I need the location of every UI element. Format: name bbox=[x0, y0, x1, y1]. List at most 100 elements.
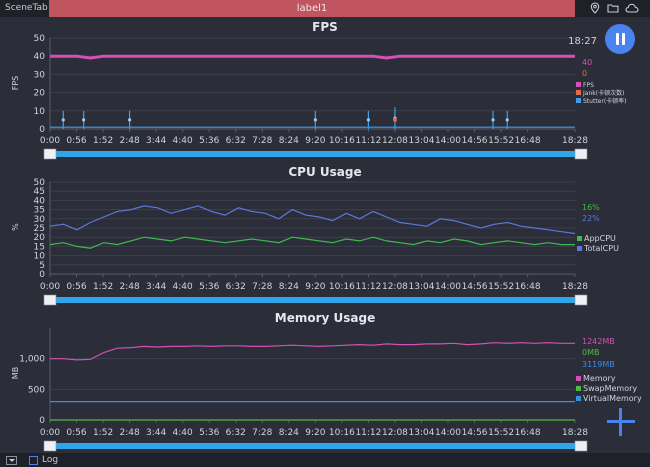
clock-time: 18:27 bbox=[568, 36, 597, 47]
legend-swatch bbox=[576, 376, 581, 381]
y-tick-label: 30 bbox=[34, 70, 46, 80]
series-line-totalcpu bbox=[49, 205, 576, 235]
x-tick-label: 4:40 bbox=[173, 428, 193, 438]
x-tick-label: 11:12 bbox=[355, 428, 381, 438]
x-tick-label: 3:44 bbox=[146, 428, 166, 438]
x-tick-label: 10:16 bbox=[329, 428, 355, 438]
stutter-point bbox=[313, 118, 317, 122]
label-tab[interactable]: label1 bbox=[49, 0, 575, 17]
scrollbar-handle-right bbox=[574, 294, 588, 306]
x-tick-label: 16:48 bbox=[515, 136, 541, 146]
x-tick-label: 1:52 bbox=[93, 136, 113, 146]
x-tick-label: 16:48 bbox=[515, 282, 541, 292]
x-tick-label: 8:24 bbox=[279, 428, 299, 438]
y-tick-label: 0 bbox=[39, 125, 45, 135]
timeline-scrollbar bbox=[44, 443, 583, 449]
x-tick-label: 0:56 bbox=[66, 428, 86, 438]
x-tick-label: 9:20 bbox=[305, 136, 325, 146]
x-tick-label: 14:00 bbox=[435, 136, 461, 146]
folder-icon[interactable] bbox=[607, 2, 619, 14]
legend-swatch bbox=[577, 246, 582, 251]
x-tick-label: 1:52 bbox=[93, 428, 113, 438]
y-tick-label: 1,000 bbox=[19, 355, 45, 365]
x-tick-label: 0:56 bbox=[66, 282, 86, 292]
x-tick-label: 7:28 bbox=[252, 136, 272, 146]
x-tick-label: 12:08 bbox=[382, 136, 408, 146]
y-tick-label: 5 bbox=[39, 261, 45, 271]
x-tick-label: 9:20 bbox=[305, 282, 325, 292]
x-tick-label: 0:00 bbox=[40, 428, 60, 438]
menu-dropdown[interactable] bbox=[6, 456, 17, 465]
plus-icon-vertical bbox=[619, 408, 622, 436]
x-tick-label: 12:08 bbox=[382, 428, 408, 438]
current-value: 16% bbox=[582, 203, 600, 212]
x-tick-label: 8:24 bbox=[279, 282, 299, 292]
x-tick-label: 9:20 bbox=[305, 428, 325, 438]
y-tick-label: 40 bbox=[34, 196, 46, 206]
x-tick-label: 5:36 bbox=[199, 428, 219, 438]
legend-label: TotalCPU bbox=[583, 244, 619, 253]
x-tick-label: 10:16 bbox=[329, 136, 355, 146]
x-tick-label: 15:52 bbox=[488, 428, 514, 438]
stutter-point bbox=[128, 118, 132, 122]
timeline-scrollbar bbox=[44, 297, 583, 303]
chart-title: CPU Usage bbox=[288, 165, 361, 179]
pause-icon-bar-right bbox=[622, 33, 625, 45]
legend-label: Jank(卡顿次数) bbox=[582, 89, 624, 97]
y-axis-label: % bbox=[11, 223, 20, 231]
cloud-icon[interactable] bbox=[625, 2, 639, 14]
y-tick-label: 20 bbox=[34, 233, 46, 243]
add-button[interactable] bbox=[607, 408, 635, 436]
x-tick-label: 8:24 bbox=[279, 136, 299, 146]
y-tick-label: 0 bbox=[39, 416, 45, 426]
x-tick-label: 2:48 bbox=[119, 428, 139, 438]
y-axis-label: FPS bbox=[11, 76, 20, 91]
legend-label: Memory bbox=[583, 374, 616, 383]
timeline-scrollbar bbox=[44, 151, 583, 157]
current-value: 3119MB bbox=[582, 360, 615, 369]
y-tick-label: 25 bbox=[34, 224, 45, 234]
x-tick-label: 16:48 bbox=[515, 428, 541, 438]
scrollbar-handle-left bbox=[43, 440, 57, 452]
x-tick-label: 14:00 bbox=[435, 428, 461, 438]
x-tick-label: 0:00 bbox=[40, 282, 60, 292]
log-checkbox[interactable] bbox=[29, 456, 38, 465]
legend-swatch bbox=[577, 236, 582, 241]
stutter-point bbox=[366, 118, 371, 122]
series-line-appcpu bbox=[49, 236, 575, 249]
y-axis-label: MB bbox=[11, 367, 20, 379]
x-tick-label: 14:00 bbox=[435, 282, 461, 292]
x-tick-label: 3:44 bbox=[146, 282, 166, 292]
y-tick-label: 30 bbox=[34, 215, 46, 225]
location-pin-icon[interactable] bbox=[589, 2, 601, 14]
x-tick-label: 6:32 bbox=[226, 282, 246, 292]
top-bar: SceneTab label1 bbox=[0, 0, 650, 17]
x-tick-label: 1:52 bbox=[93, 282, 113, 292]
y-tick-label: 40 bbox=[34, 52, 46, 62]
x-tick-label: 2:48 bbox=[119, 136, 139, 146]
y-tick-label: 500 bbox=[28, 385, 45, 395]
x-tick-label: 14:56 bbox=[462, 136, 488, 146]
stutter-point bbox=[505, 118, 509, 122]
x-tick-label: 4:40 bbox=[173, 282, 193, 292]
x-tick-label: 15:52 bbox=[488, 136, 514, 146]
series-line-fps bbox=[50, 54, 575, 60]
current-value: 0 bbox=[582, 69, 587, 78]
current-value: 0MB bbox=[582, 348, 599, 357]
pause-button[interactable] bbox=[605, 24, 635, 54]
scrollbar-handle-left bbox=[43, 148, 57, 160]
legend-label: FPS bbox=[583, 82, 594, 89]
scrollbar-handle-right bbox=[574, 440, 588, 452]
y-tick-label: 20 bbox=[34, 89, 46, 99]
legend-swatch bbox=[576, 396, 581, 401]
current-value: 1242MB bbox=[582, 337, 615, 346]
series-line-memory bbox=[50, 342, 575, 361]
jank-point bbox=[392, 117, 397, 122]
legend-swatch bbox=[576, 386, 581, 391]
y-tick-label: 15 bbox=[34, 242, 45, 252]
y-tick-label: 45 bbox=[34, 187, 45, 197]
scene-tab[interactable]: SceneTab bbox=[5, 3, 48, 13]
y-tick-label: 50 bbox=[34, 34, 46, 44]
scrollbar-handle-right bbox=[574, 148, 588, 160]
